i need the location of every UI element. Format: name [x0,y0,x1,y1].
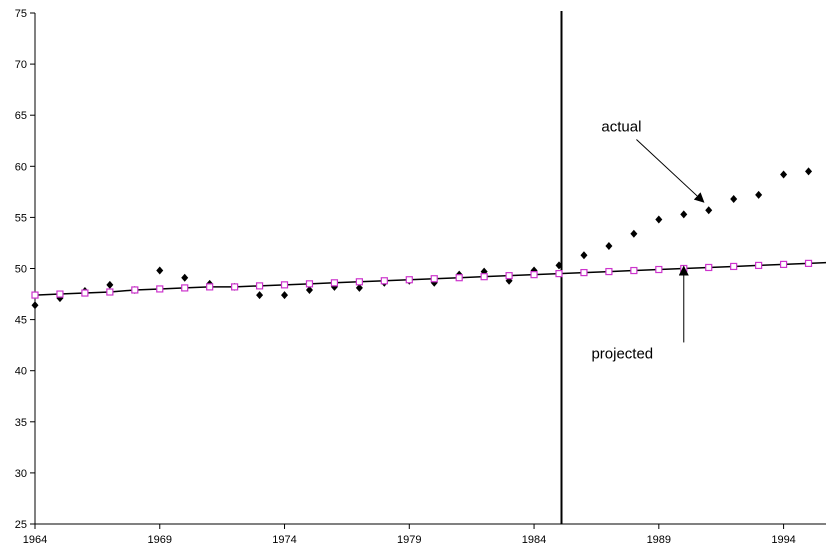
y-tick-label: 25 [15,519,27,531]
projected-point [730,262,738,271]
series-layer [31,167,826,310]
projected-point [655,265,663,274]
actual-point [605,242,613,251]
projected-point [405,276,413,284]
projected-point [779,260,788,269]
annotation-label-actual: actual [601,119,641,136]
actual-point [256,291,264,300]
projected-point [31,291,39,299]
projected-point [305,280,314,288]
projected-point [206,283,214,291]
series-actual [31,167,813,310]
projected-point [156,285,164,293]
y-tick-label: 65 [15,110,27,122]
actual-point [31,301,39,310]
projected-point [280,281,289,289]
projected-point [755,261,763,270]
y-tick-label: 35 [15,417,27,429]
projected-point [430,275,438,283]
projected-point [380,277,388,285]
y-tick-label: 40 [15,366,27,378]
projected-point [605,267,613,276]
projected-point [131,286,139,294]
projected-point [480,273,488,281]
y-tick-label: 75 [15,8,27,20]
projected-point [530,271,538,279]
y-tick-label: 45 [15,315,27,327]
y-tick-label: 30 [15,468,27,480]
projected-point [255,282,264,290]
x-tick-label: 1994 [771,534,795,546]
projected-point [330,279,339,287]
projected-point [181,284,189,292]
actual-point [156,266,164,275]
projected-point [505,272,513,280]
actual-point [680,210,688,219]
x-tick-label: 1979 [397,534,421,546]
actual-point [730,195,738,204]
actual-point [630,229,638,238]
projected-point [630,266,638,275]
y-tick-label: 70 [15,59,27,71]
x-tick-label: 1989 [647,534,671,546]
projected-point [580,268,588,277]
projected-point [81,289,89,297]
projected-point [231,283,239,291]
x-tick-label: 1964 [23,534,47,546]
y-tick-label: 50 [15,264,27,276]
actual-point [355,283,363,292]
actual-point [805,167,813,176]
projected-point [355,278,363,286]
annotation-layer: actual projected [591,119,705,362]
projected-point [705,263,713,272]
actual-point [780,170,788,179]
projected-point [455,274,463,282]
projected-point [804,259,813,267]
actual-point [555,261,563,270]
projected-point [106,288,114,296]
series-projected [31,259,826,299]
actual-point [705,206,713,215]
projected-point [555,270,563,278]
x-tick-label: 1984 [522,534,546,546]
annotation-arrow [636,139,705,203]
x-tick-label: 1974 [272,534,296,546]
actual-point [181,273,189,282]
actual-point [580,251,588,260]
actual-point [106,280,114,289]
actual-point [655,215,663,224]
x-tick-label: 1969 [148,534,172,546]
annotation-label-projected: projected [591,345,653,362]
actual-point [755,190,763,199]
axis-ticks: 25 30 35 40 45 50 55 60 65 70 75 1964 1969 1974 1979 19… [15,8,796,546]
actual-point [281,291,289,300]
y-tick-label: 55 [15,212,27,224]
projected-point [56,290,64,298]
actual-point [305,285,313,294]
y-tick-label: 60 [15,161,27,173]
